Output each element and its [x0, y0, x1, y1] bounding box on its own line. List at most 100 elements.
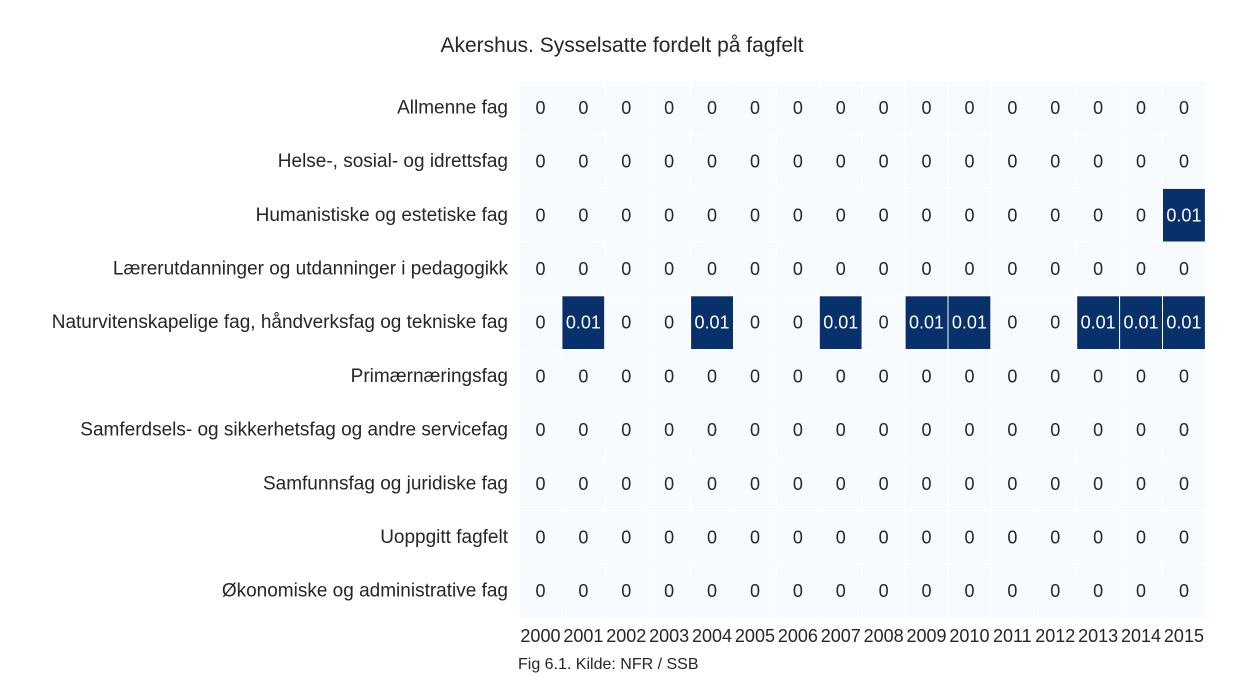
heatmap-cell-label: 0 — [879, 366, 889, 386]
heatmap-cell-label: 0 — [750, 474, 760, 494]
heatmap-cell-label: 0 — [1093, 420, 1103, 440]
y-tick-label: Naturvitenskapelige fag, håndverksfag og… — [52, 312, 508, 333]
heatmap-cell-label: 0.01 — [909, 313, 944, 333]
heatmap-cell-label: 0 — [707, 420, 717, 440]
heatmap-cell — [990, 295, 1035, 350]
heatmap-cell — [733, 241, 777, 297]
heatmap-cell-label: 0 — [664, 313, 674, 333]
heatmap-cell — [647, 563, 692, 619]
heatmap-cell — [990, 402, 1035, 458]
heatmap-cell-label: 0 — [535, 581, 545, 601]
y-tick-label: Samferdsels- og sikkerhetsfag og andre s… — [80, 420, 508, 441]
x-tick-label: 2012 — [1035, 626, 1075, 646]
heatmap-cell — [818, 295, 863, 350]
heatmap-cell — [775, 456, 820, 512]
heatmap-cell-label: 0.01 — [1081, 313, 1116, 333]
heatmap-cell — [1076, 241, 1121, 297]
heatmap-cell — [1162, 563, 1206, 619]
heatmap-cell — [990, 510, 1035, 565]
heatmap-cell-label: 0 — [750, 205, 760, 225]
heatmap-cell — [990, 134, 1035, 189]
heatmap-cell-label: 0 — [922, 259, 932, 279]
heatmap-cell-label: 0 — [1050, 474, 1060, 494]
heatmap-cell — [861, 134, 906, 189]
heatmap-cell — [1162, 134, 1206, 189]
heatmap-cell-label: 0 — [879, 98, 889, 118]
heatmap-cell — [690, 241, 734, 297]
x-tick-label: 2006 — [778, 626, 818, 646]
x-tick-label: 2010 — [949, 626, 989, 646]
heatmap-cell-label: 0 — [1050, 98, 1060, 118]
heatmap-cell — [947, 80, 992, 136]
x-tick-label: 2008 — [864, 626, 904, 646]
heatmap-cell — [1033, 134, 1078, 189]
heatmap-cell-label: 0 — [707, 205, 717, 225]
heatmap-cell — [733, 134, 777, 189]
heatmap-cell-label: 0 — [836, 366, 846, 386]
heatmap-cell — [561, 563, 606, 619]
heatmap-cell-label: 0.01 — [1124, 313, 1159, 333]
heatmap-cell — [1162, 295, 1206, 350]
heatmap-cell — [947, 241, 992, 297]
heatmap-cell-label: 0 — [750, 366, 760, 386]
heatmap-cell — [904, 563, 949, 619]
heatmap-cell — [775, 402, 820, 458]
y-tick-label: Økonomiske og administrative fag — [222, 581, 508, 602]
heatmap-cell — [518, 187, 563, 243]
heatmap-cell — [690, 80, 734, 136]
heatmap-cell — [1162, 187, 1206, 243]
x-axis-tick-labels: 2000 2001 2002 2003 2004 2005 2006 2007 2008 2009… — [520, 626, 1204, 646]
heatmap-cell — [518, 402, 563, 458]
heatmap-cell — [947, 402, 992, 458]
heatmap-cell — [604, 295, 649, 350]
heatmap-cell — [861, 349, 906, 404]
heatmap-cell-label: 0 — [578, 205, 588, 225]
heatmap-cell-label: 0 — [578, 581, 588, 601]
heatmap-cell — [604, 241, 649, 297]
heatmap-cell-label: 0 — [664, 205, 674, 225]
heatmap-cell-label: 0 — [964, 474, 974, 494]
heatmap-cell-label: 0 — [578, 366, 588, 386]
heatmap-cell-label: 0 — [621, 527, 631, 547]
heatmap-cell — [690, 295, 734, 350]
heatmap-cell-label: 0 — [621, 474, 631, 494]
heatmap-cell-label: 0 — [664, 259, 674, 279]
heatmap-cell — [861, 563, 906, 619]
y-tick-label: Uoppgitt fagfelt — [380, 527, 509, 548]
heatmap-cell-label: 0 — [836, 420, 846, 440]
heatmap-cell — [690, 563, 734, 619]
heatmap-cell-label: 0 — [922, 581, 932, 601]
heatmap-cell-label: 0 — [964, 581, 974, 601]
heatmap-cell-label: 0 — [750, 313, 760, 333]
heatmap-cell-label: 0 — [1007, 313, 1017, 333]
y-tick-label: Humanistiske og estetiske fag — [256, 205, 508, 226]
heatmap-cell — [775, 187, 820, 243]
y-tick-label: Helse-, sosial- og idrettsfag — [278, 151, 508, 172]
heatmap-cell-label: 0 — [707, 98, 717, 118]
heatmap-cell — [775, 563, 820, 619]
heatmap-cell-label: 0 — [1136, 152, 1146, 172]
heatmap-cell-label: 0 — [664, 366, 674, 386]
heatmap-cell-label: 0.01 — [823, 313, 858, 333]
heatmap-cell — [990, 80, 1035, 136]
heatmap-cell-label: 0 — [1179, 259, 1189, 279]
heatmap-cell-label: 0 — [535, 205, 545, 225]
heatmap-cell-label: 0 — [1050, 420, 1060, 440]
x-tick-label: 2013 — [1078, 626, 1118, 646]
heatmap-cell-label: 0 — [1136, 420, 1146, 440]
heatmap-cell — [1033, 456, 1078, 512]
heatmap-cell — [947, 510, 992, 565]
y-tick-label: Samfunnsfag og juridiske fag — [263, 473, 508, 494]
heatmap-cell — [1119, 563, 1163, 619]
heatmap-cell-label: 0 — [664, 581, 674, 601]
heatmap-cell-label: 0 — [836, 152, 846, 172]
heatmap-cell — [990, 456, 1035, 512]
heatmap-cell — [561, 241, 606, 297]
x-tick-label: 2003 — [649, 626, 689, 646]
heatmap-cell-label: 0 — [1093, 98, 1103, 118]
heatmap-cell-label: 0 — [879, 152, 889, 172]
heatmap-cell — [1033, 295, 1078, 350]
heatmap-cell-label: 0 — [707, 152, 717, 172]
heatmap-cell-label: 0 — [621, 366, 631, 386]
